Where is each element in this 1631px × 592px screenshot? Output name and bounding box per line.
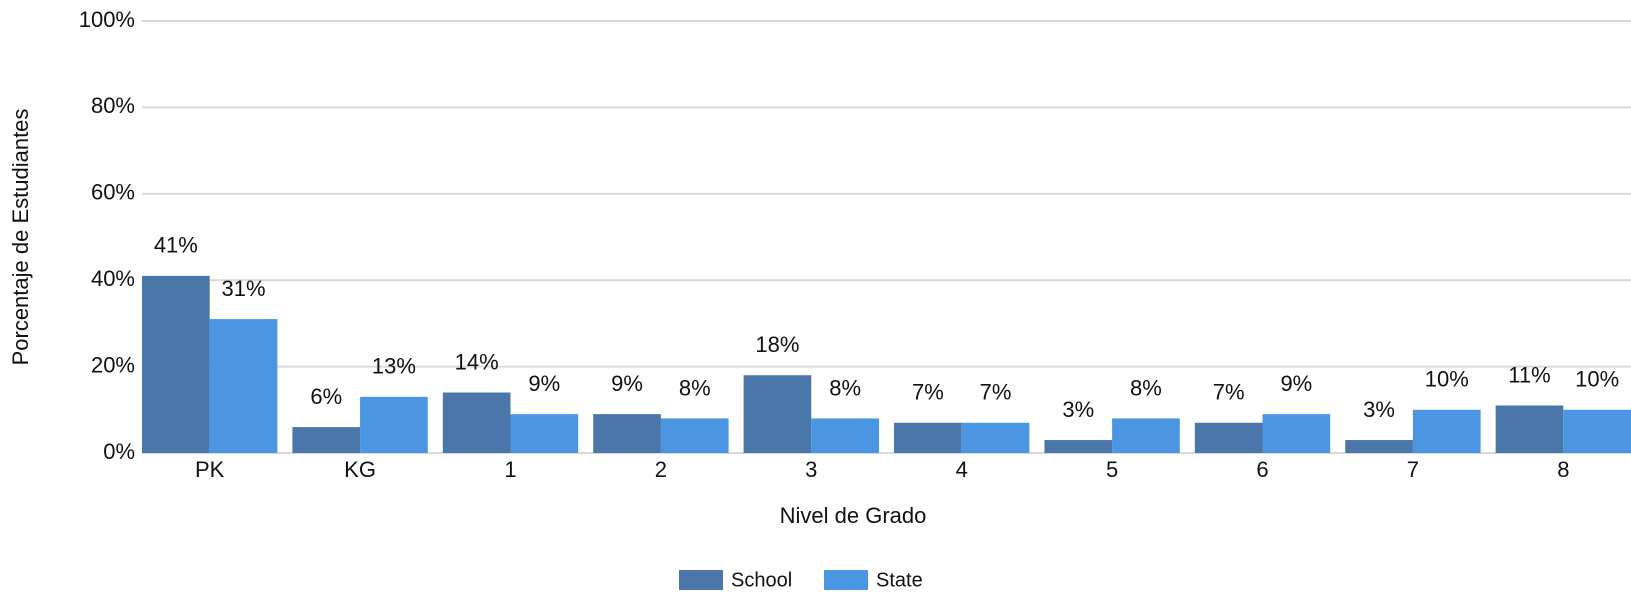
y-tick-label: 0% xyxy=(103,439,135,464)
data-label: 8% xyxy=(679,375,711,400)
x-tick-label: 8 xyxy=(1557,457,1569,482)
data-label: 6% xyxy=(310,384,342,409)
bar xyxy=(442,392,511,453)
x-tick-label: 5 xyxy=(1106,457,1118,482)
bar xyxy=(1495,405,1564,453)
data-label: 18% xyxy=(755,332,799,357)
data-label: 10% xyxy=(1425,367,1469,392)
legend-label: School xyxy=(731,569,792,591)
legend-swatch xyxy=(679,570,723,590)
data-label: 14% xyxy=(455,349,499,374)
data-label: 3% xyxy=(1363,397,1395,422)
bar xyxy=(660,418,729,453)
bar xyxy=(1262,414,1331,453)
data-label: 9% xyxy=(611,371,643,396)
x-tick-label: PK xyxy=(195,457,225,482)
bar xyxy=(593,414,661,453)
x-tick-label: KG xyxy=(344,457,376,482)
legend-label: State xyxy=(876,569,923,591)
y-tick-label: 100% xyxy=(79,7,135,32)
bar xyxy=(743,375,812,453)
bar xyxy=(894,422,962,453)
x-tick-label: 3 xyxy=(805,457,817,482)
data-label: 7% xyxy=(980,380,1012,405)
bar xyxy=(961,422,1030,453)
bar xyxy=(1112,418,1180,453)
bar xyxy=(1563,409,1631,453)
y-tick-label: 80% xyxy=(91,93,135,118)
data-label: 7% xyxy=(912,380,944,405)
data-label: 31% xyxy=(221,276,265,301)
x-tick-label: 7 xyxy=(1407,457,1419,482)
y-tick-label: 60% xyxy=(91,180,135,205)
data-label: 13% xyxy=(372,354,416,379)
bar xyxy=(510,414,579,453)
bar xyxy=(1412,409,1481,453)
data-label: 3% xyxy=(1062,397,1094,422)
x-tick-label: 4 xyxy=(956,457,968,482)
bar xyxy=(209,319,278,453)
x-axis-title: Nivel de Grado xyxy=(780,503,927,528)
legend-swatch xyxy=(824,570,868,590)
data-label: 7% xyxy=(1213,380,1245,405)
x-tick-label: 1 xyxy=(504,457,516,482)
x-tick-label: 2 xyxy=(655,457,667,482)
data-label: 8% xyxy=(1130,375,1162,400)
bar xyxy=(811,418,879,453)
bar xyxy=(1194,422,1263,453)
data-label: 11% xyxy=(1508,362,1550,387)
data-label: 41% xyxy=(154,233,198,258)
bar xyxy=(292,427,361,453)
bar xyxy=(360,396,428,453)
data-label: 8% xyxy=(829,375,861,400)
bar xyxy=(1345,440,1413,453)
data-label: 9% xyxy=(528,371,560,396)
y-axis-title: Porcentaje de Estudiantes xyxy=(8,109,33,366)
y-tick-label: 20% xyxy=(91,352,135,377)
data-label: 9% xyxy=(1280,371,1312,396)
data-label: 10% xyxy=(1575,367,1619,392)
bar xyxy=(142,275,210,453)
y-tick-label: 40% xyxy=(91,266,135,291)
bar xyxy=(1044,440,1113,453)
x-tick-label: 6 xyxy=(1256,457,1268,482)
